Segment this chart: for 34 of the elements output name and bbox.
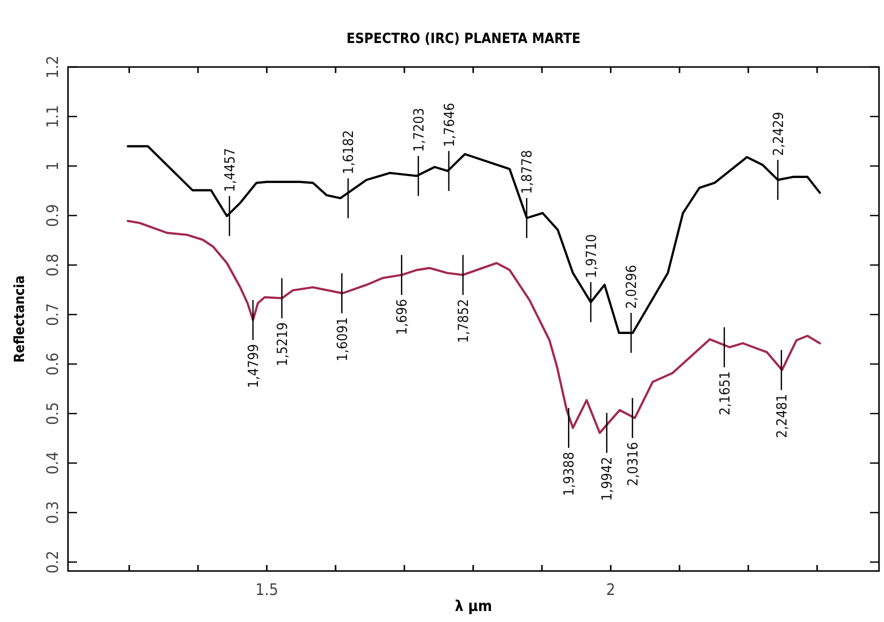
annotation: 1,696 bbox=[394, 298, 411, 335]
annotation: 1,8778 bbox=[520, 150, 536, 194]
y-tick-label: 0.2 bbox=[43, 550, 62, 574]
x-tick-label: 1.5 bbox=[255, 580, 278, 599]
annotation: 1,6182 bbox=[341, 130, 358, 174]
x-axis-title: λ µm bbox=[454, 597, 492, 615]
annotation: 1,7646 bbox=[442, 102, 458, 147]
annotation: 2,2481 bbox=[774, 394, 790, 438]
annotation: 1,4457 bbox=[222, 148, 238, 192]
x-tick-label: 2 bbox=[606, 580, 616, 599]
y-tick-label: 0.7 bbox=[43, 303, 62, 326]
y-tick-label: 0.3 bbox=[43, 501, 62, 524]
y-tick-label: 0.5 bbox=[43, 402, 62, 426]
y-tick-label: 1 bbox=[43, 161, 62, 171]
y-tick-label: 1.2 bbox=[43, 56, 62, 78]
annotation: 1,9388 bbox=[562, 452, 578, 496]
annotation: 2,2429 bbox=[770, 112, 787, 156]
y-tick-label: 0.8 bbox=[43, 254, 62, 276]
y-tick-label: 0.9 bbox=[43, 204, 62, 227]
annotation: 1,9710 bbox=[584, 234, 600, 278]
annotation: 1,7203 bbox=[411, 108, 428, 152]
y-tick-label: 0.4 bbox=[43, 452, 62, 475]
chart-title: ESPECTRO (IRC) PLANETA MARTE bbox=[346, 31, 580, 47]
annotation: 2,0296 bbox=[624, 264, 640, 309]
y-tick-label: 0.6 bbox=[43, 352, 62, 376]
annotation: 2,1651 bbox=[717, 371, 734, 416]
y-tick-label: 1.1 bbox=[43, 105, 62, 128]
annotation: 1,7852 bbox=[456, 298, 472, 343]
annotation: 1,9942 bbox=[600, 456, 616, 501]
y-axis-title: Reflectancia bbox=[12, 275, 28, 363]
annotation: 2,0316 bbox=[625, 442, 642, 486]
annotation: 1,6091 bbox=[334, 317, 351, 362]
annotation: 1,4799 bbox=[246, 344, 262, 388]
annotation: 1,5219 bbox=[274, 322, 291, 366]
